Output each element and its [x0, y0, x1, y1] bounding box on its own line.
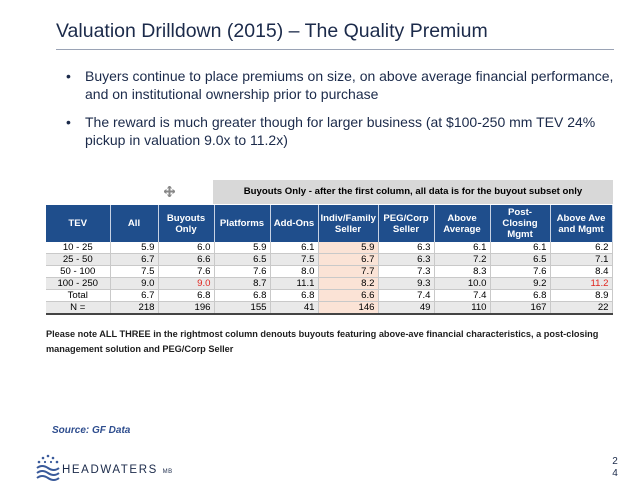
header-post-closing-mgmt: Post-Closing Mgmt — [490, 205, 551, 242]
headwaters-logo-icon — [36, 454, 60, 481]
cell: 8.4 — [550, 265, 613, 278]
cell-highlight-red: 11.2 — [550, 277, 613, 290]
cell-tev: Total — [46, 289, 111, 302]
cell: 6.1 — [270, 242, 319, 254]
cell: 7.4 — [434, 289, 491, 302]
page-number-digit: 4 — [612, 468, 618, 479]
header-indiv-family-seller: Indiv/Family Seller — [318, 205, 379, 242]
cell: 8.9 — [550, 289, 613, 302]
cell: 6.0 — [158, 242, 215, 254]
header-above-ave-and-mgmt: Above Ave and Mgmt — [550, 205, 613, 242]
cell: 7.2 — [434, 253, 491, 266]
title-divider — [56, 49, 614, 50]
bullet-dot: • — [66, 68, 71, 84]
table-footnote: Please note ALL THREE in the rightmost c… — [46, 329, 599, 354]
cell: 6.3 — [378, 253, 435, 266]
cell: 6.8 — [158, 289, 215, 302]
bullet-text: Buyers continue to place premiums on siz… — [85, 68, 614, 102]
cell: 8.7 — [214, 277, 271, 290]
cell-tev: 10 - 25 — [46, 242, 111, 254]
cell: 146 — [318, 301, 379, 315]
header-all: All — [110, 205, 159, 242]
cell: 6.2 — [550, 242, 613, 254]
slide-title: Valuation Drilldown (2015) – The Quality… — [56, 20, 488, 42]
cell: 8.3 — [434, 265, 491, 278]
cell-highlight-red: 9.0 — [158, 277, 215, 290]
cell: 167 — [490, 301, 551, 315]
cell: 6.7 — [110, 253, 159, 266]
cell: 41 — [270, 301, 319, 315]
cell: 7.5 — [270, 253, 319, 266]
header-row: TEV All Buyouts Only Platforms Add-Ons I… — [46, 205, 613, 242]
table-row: 50 - 100 7.5 7.6 7.6 8.0 7.7 7.3 8.3 7.6… — [46, 265, 613, 278]
cell: 11.1 — [270, 277, 319, 290]
cell: 8.2 — [318, 277, 379, 290]
cell: 7.1 — [550, 253, 613, 266]
logo-sub: MB — [162, 469, 173, 475]
cell: 6.8 — [490, 289, 551, 302]
logo-main: HEADWATERS — [62, 464, 158, 476]
header-add-ons: Add-Ons — [270, 205, 319, 242]
cell: 22 — [550, 301, 613, 315]
cell: 7.6 — [158, 265, 215, 278]
cell: 218 — [110, 301, 159, 315]
cell: 8.0 — [270, 265, 319, 278]
bullet-text: The reward is much greater though for la… — [85, 114, 596, 148]
cell: 6.7 — [110, 289, 159, 302]
cell: 110 — [434, 301, 491, 315]
cell: 6.8 — [214, 289, 271, 302]
cell-tev: 100 - 250 — [46, 277, 111, 290]
table-row: 25 - 50 6.7 6.6 6.5 7.5 6.7 6.3 7.2 6.5 … — [46, 253, 613, 266]
cell: 5.9 — [214, 242, 271, 254]
header-above-average: Above Average — [434, 205, 491, 242]
cell-tev: 50 - 100 — [46, 265, 111, 278]
header-tev: TEV — [46, 205, 111, 242]
cell: 6.6 — [158, 253, 215, 266]
bullet-item: • The reward is much greater though for … — [62, 113, 622, 149]
cell: 6.6 — [318, 289, 379, 302]
header-platforms: Platforms — [214, 205, 271, 242]
cell: 7.7 — [318, 265, 379, 278]
page-number-digit: 2 — [612, 456, 618, 467]
cell: 7.6 — [490, 265, 551, 278]
header-peg-corp-seller: PEG/Corp Seller — [378, 205, 435, 242]
cell: 5.9 — [318, 242, 379, 254]
cell: 6.5 — [214, 253, 271, 266]
cell: 6.7 — [318, 253, 379, 266]
table-row: N = 218 196 155 41 146 49 110 167 22 — [46, 301, 613, 315]
cell: 7.3 — [378, 265, 435, 278]
table-row: Total 6.7 6.8 6.8 6.8 6.6 7.4 7.4 6.8 8.… — [46, 289, 613, 302]
cell: 9.0 — [110, 277, 159, 290]
header-buyouts-only: Buyouts Only — [158, 205, 215, 242]
move-cursor-icon — [164, 186, 175, 197]
cell: 5.9 — [110, 242, 159, 254]
cell: 196 — [158, 301, 215, 315]
cell: 7.4 — [378, 289, 435, 302]
cell: 9.3 — [378, 277, 435, 290]
bullet-item: • Buyers continue to place premiums on s… — [62, 67, 622, 103]
bullet-dot: • — [66, 114, 71, 130]
cell: 7.6 — [214, 265, 271, 278]
cell: 6.1 — [434, 242, 491, 254]
cell: 155 — [214, 301, 271, 315]
valuation-table: TEV All Buyouts Only Platforms Add-Ons I… — [46, 205, 613, 315]
cell: 6.8 — [270, 289, 319, 302]
cell-tev: 25 - 50 — [46, 253, 111, 266]
cell: 9.2 — [490, 277, 551, 290]
page-number: 2 4 — [610, 456, 620, 480]
cell: 10.0 — [434, 277, 491, 290]
cell: 7.5 — [110, 265, 159, 278]
cell-tev: N = — [46, 301, 111, 315]
table-banner: Buyouts Only - after the first column, a… — [213, 180, 613, 204]
cell: 49 — [378, 301, 435, 315]
table-row: 100 - 250 9.0 9.0 8.7 11.1 8.2 9.3 10.0 … — [46, 277, 613, 290]
logo-wordmark: HEADWATERS MB — [62, 464, 173, 476]
cell: 6.3 — [378, 242, 435, 254]
cell: 6.1 — [490, 242, 551, 254]
bullet-list: • Buyers continue to place premiums on s… — [62, 67, 622, 159]
cell: 6.5 — [490, 253, 551, 266]
source-caption: Source: GF Data — [52, 425, 131, 436]
table-row: 10 - 25 5.9 6.0 5.9 6.1 5.9 6.3 6.1 6.1 … — [46, 242, 613, 254]
